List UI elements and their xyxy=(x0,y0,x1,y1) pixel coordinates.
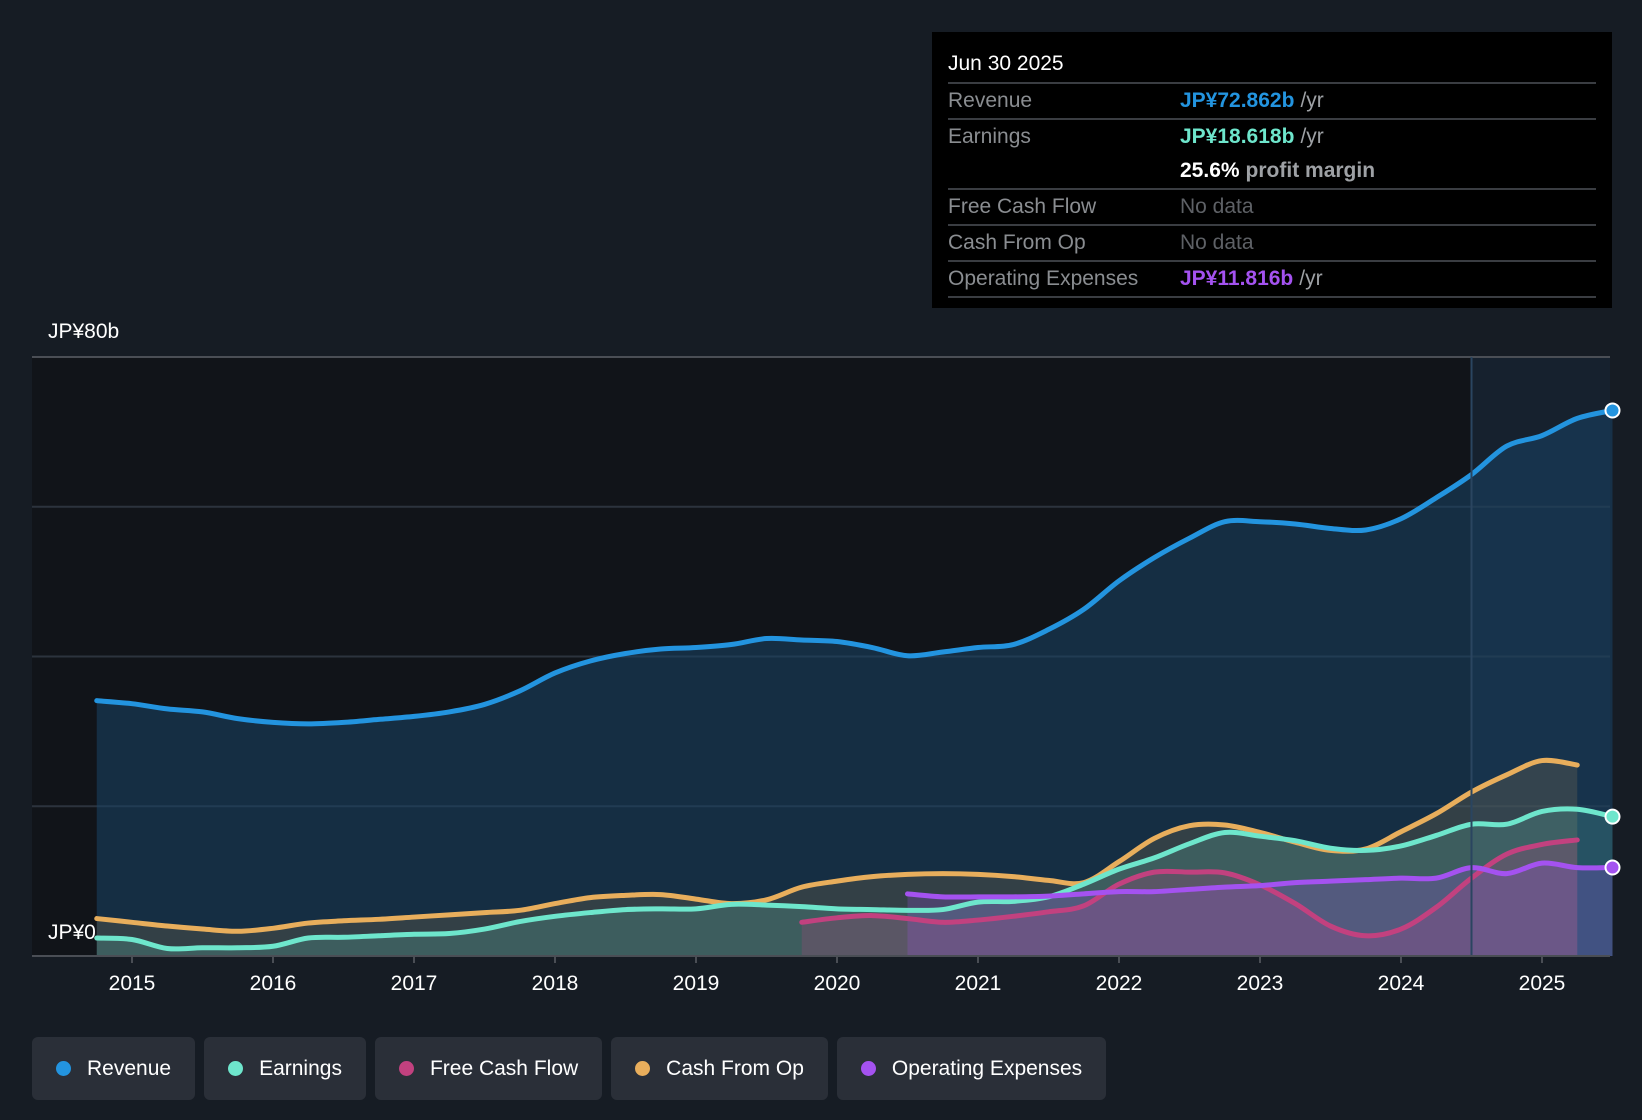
tooltip-label: Earnings xyxy=(948,125,1031,148)
legend-label: Revenue xyxy=(87,1056,172,1080)
earnings-line xyxy=(94,806,1615,952)
legend-item-operating-expenses[interactable]: Operating Expenses xyxy=(836,1037,1107,1100)
tooltip-unit: /yr xyxy=(1300,125,1324,148)
tooltip-label: Revenue xyxy=(948,89,1033,112)
y-tick-label-max: JP¥80b xyxy=(48,320,120,343)
legend-item-free-cash-flow[interactable]: Free Cash Flow xyxy=(374,1037,603,1100)
cash-from-op-area xyxy=(96,760,1578,956)
legend-label: Cash From Op xyxy=(666,1056,804,1080)
legend-dot-icon xyxy=(398,1061,414,1076)
legend: Revenue Earnings Free Cash Flow Cash Fro… xyxy=(32,1037,1107,1100)
x-tick-label: 2017 xyxy=(391,972,438,995)
revenue-end-marker xyxy=(1604,402,1621,419)
earnings-area xyxy=(96,808,1613,956)
tooltip-label: Free Cash Flow xyxy=(948,195,1097,218)
tooltip-label xyxy=(948,154,1180,188)
x-tick-label: 2025 xyxy=(1519,972,1566,995)
free-cash-flow-line xyxy=(799,837,1580,939)
x-tick-label: 2023 xyxy=(1237,972,1284,995)
tooltip-row-free-cash-flow: Free Cash Flow No data xyxy=(948,190,1596,226)
x-tick-label: 2022 xyxy=(1096,972,1143,995)
tooltip-row-revenue: Revenue JP¥72.862b /yr xyxy=(948,84,1596,120)
legend-dot-icon xyxy=(56,1061,71,1076)
tooltip-row-profit-margin: 25.6% profit margin xyxy=(948,154,1596,190)
legend-item-cash-from-op[interactable]: Cash From Op xyxy=(611,1037,828,1100)
x-tick-label: 2018 xyxy=(532,972,579,995)
legend-label: Earnings xyxy=(259,1056,342,1080)
tooltip-date: Jun 30 2025 xyxy=(948,46,1596,84)
legend-item-earnings[interactable]: Earnings xyxy=(204,1037,366,1100)
x-axis: 2015 2016 2017 2018 2019 2020 2021 2022 2023 2024… xyxy=(32,955,1610,995)
x-tick-label: 2015 xyxy=(109,972,156,995)
tooltip-label: Cash From Op xyxy=(948,231,1086,254)
tooltip-value: No data xyxy=(1180,231,1254,254)
legend-item-revenue[interactable]: Revenue xyxy=(32,1037,196,1100)
tooltip-value: JP¥18.618b xyxy=(1180,125,1295,148)
legend-dot-icon xyxy=(860,1061,876,1076)
tooltip-row-earnings: Earnings JP¥18.618b /yr xyxy=(948,120,1596,154)
y-tick-label-zero: JP¥0 xyxy=(48,921,96,944)
legend-dot-icon xyxy=(228,1061,244,1076)
x-tick-label: 2024 xyxy=(1378,972,1425,995)
x-tick-label: 2021 xyxy=(955,972,1002,995)
tooltip-value: 25.6% xyxy=(1180,159,1240,182)
x-tick-label: 2016 xyxy=(250,972,297,995)
tooltip-panel: Jun 30 2025 Revenue JP¥72.862b /yr Earni… xyxy=(932,32,1612,308)
series-lines xyxy=(94,407,1615,952)
tooltip-unit: profit margin xyxy=(1245,159,1376,182)
operating-expenses-end-marker xyxy=(1604,859,1621,876)
legend-label: Free Cash Flow xyxy=(429,1056,579,1080)
revenue-area xyxy=(96,410,1613,956)
end-markers xyxy=(1604,402,1621,876)
series-areas xyxy=(96,410,1613,956)
revenue-line xyxy=(94,407,1615,727)
x-tick-label: 2019 xyxy=(673,972,720,995)
x-tick-label: 2020 xyxy=(814,972,861,995)
free-cash-flow-area xyxy=(801,839,1578,956)
tooltip-value: JP¥72.862b xyxy=(1180,89,1295,112)
operating-expenses-line xyxy=(905,860,1615,900)
legend-label: Operating Expenses xyxy=(891,1056,1083,1080)
tooltip-unit: /yr xyxy=(1300,89,1324,112)
earnings-end-marker xyxy=(1604,808,1621,825)
tooltip-value: JP¥11.816b xyxy=(1180,267,1294,290)
tooltip-unit: /yr xyxy=(1299,267,1323,290)
tooltip-value: No data xyxy=(1180,195,1254,218)
legend-dot-icon xyxy=(635,1061,651,1076)
tooltip-label: Operating Expenses xyxy=(948,267,1139,290)
operating-expenses-area xyxy=(907,863,1613,956)
tooltip-row-operating-expenses: Operating Expenses JP¥11.816b /yr xyxy=(948,262,1596,298)
tooltip-row-cash-from-op: Cash From Op No data xyxy=(948,226,1596,262)
